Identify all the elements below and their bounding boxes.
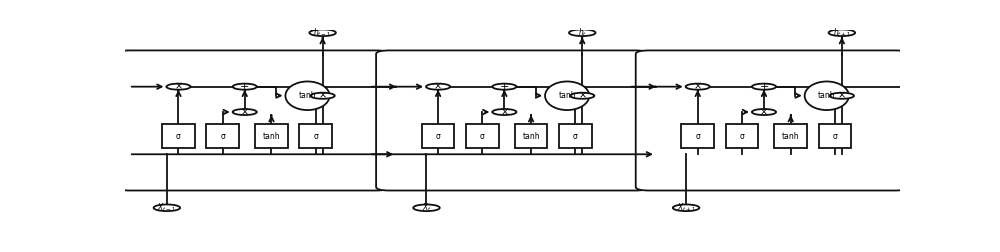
Circle shape <box>166 84 191 90</box>
Circle shape <box>686 84 710 90</box>
Circle shape <box>829 29 855 36</box>
Text: ×: × <box>434 82 442 92</box>
Text: ×: × <box>241 107 249 117</box>
Text: ×: × <box>500 107 508 117</box>
Text: σ: σ <box>573 132 578 141</box>
Circle shape <box>309 29 336 36</box>
FancyBboxPatch shape <box>299 124 332 148</box>
FancyBboxPatch shape <box>116 50 389 191</box>
Text: ×: × <box>694 82 702 92</box>
Text: σ: σ <box>833 132 837 141</box>
FancyBboxPatch shape <box>255 124 288 148</box>
FancyBboxPatch shape <box>376 50 649 191</box>
Circle shape <box>311 93 335 99</box>
Text: ×: × <box>319 91 327 101</box>
Text: $h_{t-1}$: $h_{t-1}$ <box>313 26 332 39</box>
FancyBboxPatch shape <box>681 124 714 148</box>
Text: $h_t$: $h_t$ <box>578 26 587 39</box>
FancyBboxPatch shape <box>636 50 909 191</box>
Circle shape <box>752 109 776 115</box>
Ellipse shape <box>285 81 330 110</box>
Text: σ: σ <box>436 132 440 141</box>
Text: ×: × <box>760 107 768 117</box>
Text: ×: × <box>578 91 586 101</box>
Text: tanh: tanh <box>782 132 800 141</box>
Text: tanh: tanh <box>818 91 836 100</box>
Text: σ: σ <box>740 132 744 141</box>
Text: σ: σ <box>313 132 318 141</box>
Circle shape <box>154 204 180 211</box>
Text: $X_{t+1}$: $X_{t+1}$ <box>677 202 696 214</box>
FancyBboxPatch shape <box>819 124 851 148</box>
Ellipse shape <box>545 81 589 110</box>
Text: σ: σ <box>176 132 181 141</box>
Circle shape <box>233 109 257 115</box>
Text: σ: σ <box>480 132 485 141</box>
Text: tanh: tanh <box>522 132 540 141</box>
FancyBboxPatch shape <box>162 124 195 148</box>
Text: σ: σ <box>220 132 225 141</box>
FancyBboxPatch shape <box>726 124 758 148</box>
Circle shape <box>752 84 776 90</box>
Text: +: + <box>759 82 769 92</box>
Text: ×: × <box>838 91 846 101</box>
Text: +: + <box>500 82 509 92</box>
FancyBboxPatch shape <box>515 124 547 148</box>
FancyBboxPatch shape <box>206 124 239 148</box>
Text: +: + <box>240 82 249 92</box>
Text: σ: σ <box>695 132 700 141</box>
FancyBboxPatch shape <box>559 124 592 148</box>
Text: $h_{t+1}$: $h_{t+1}$ <box>833 26 851 39</box>
Circle shape <box>492 84 516 90</box>
Circle shape <box>233 84 257 90</box>
Circle shape <box>673 204 699 211</box>
Circle shape <box>426 84 450 90</box>
Circle shape <box>492 109 516 115</box>
Text: ×: × <box>174 82 183 92</box>
Text: tanh: tanh <box>299 91 316 100</box>
Text: tanh: tanh <box>558 91 576 100</box>
Text: $X_t$: $X_t$ <box>422 202 431 214</box>
FancyBboxPatch shape <box>466 124 499 148</box>
Text: tanh: tanh <box>263 132 280 141</box>
Ellipse shape <box>805 81 849 110</box>
FancyBboxPatch shape <box>422 124 454 148</box>
Circle shape <box>830 93 854 99</box>
Circle shape <box>570 93 594 99</box>
Text: $X_{t-1}$: $X_{t-1}$ <box>157 202 176 214</box>
FancyBboxPatch shape <box>774 124 807 148</box>
Circle shape <box>413 204 440 211</box>
Circle shape <box>569 29 596 36</box>
